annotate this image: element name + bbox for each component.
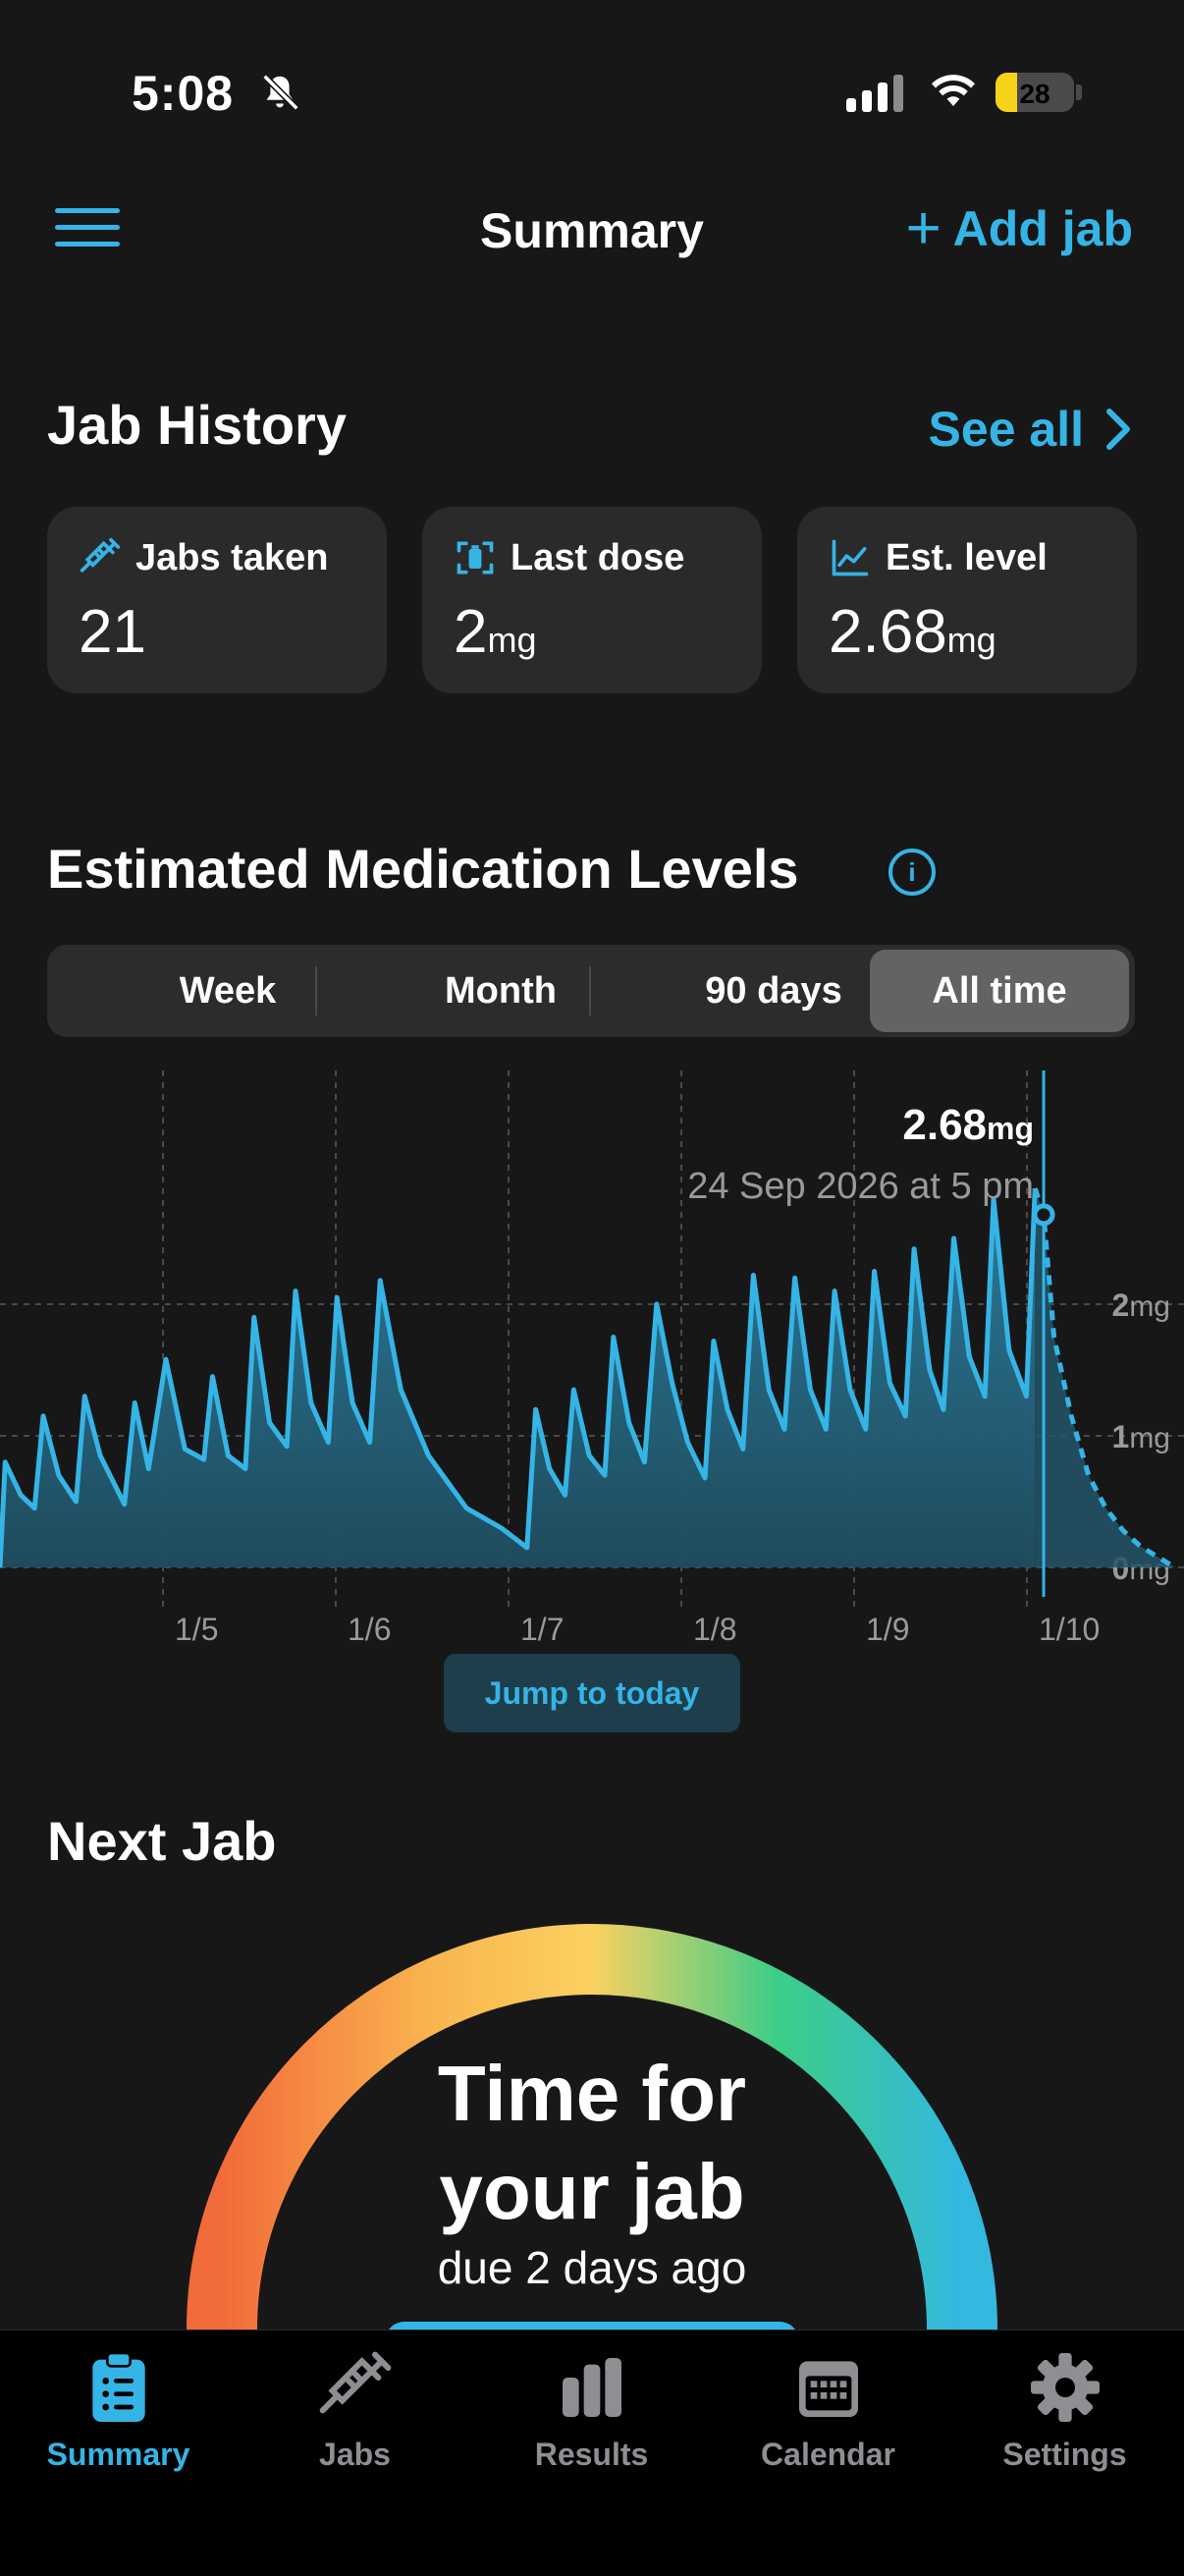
dose-focus-icon (457, 541, 494, 575)
x-tick-label: 1/9 (866, 1612, 909, 1647)
x-tick-label: 1/5 (175, 1612, 218, 1647)
info-icon[interactable]: i (888, 849, 936, 896)
battery-level: 28 (1019, 79, 1050, 109)
card-unit: mg (946, 620, 996, 660)
card-value: 21 (79, 598, 146, 666)
y-tick-label: 1mg (1112, 1419, 1170, 1454)
x-tick-label: 1/6 (348, 1612, 391, 1647)
projected-line (1032, 1187, 1177, 1570)
x-tick-label: 1/10 (1039, 1612, 1100, 1647)
jab-history-heading: Jab History (47, 394, 347, 456)
due-text: due 2 days ago (437, 2242, 747, 2293)
tab-label: Calendar (761, 2437, 895, 2472)
current-marker-dot (1032, 1203, 1055, 1227)
jump-to-today-button[interactable]: Jump to today (444, 1654, 740, 1732)
range-month[interactable]: Month (445, 970, 557, 1012)
card-label: Jabs taken (135, 536, 329, 578)
range-all-time[interactable]: All time (870, 950, 1129, 1032)
tab-label: Jabs (319, 2437, 391, 2472)
card-label: Est. level (886, 536, 1048, 578)
syringe-icon (80, 537, 121, 573)
jabs-taken-card[interactable]: Jabs taken 21 (47, 507, 387, 693)
add-jab-label: Add jab (952, 201, 1133, 256)
card-label: Last dose (511, 536, 685, 578)
level-area (0, 1188, 1036, 1567)
tab-label: Results (534, 2437, 649, 2472)
y-tick-label: 2mg (1112, 1288, 1170, 1323)
bell-slash-icon (262, 74, 299, 111)
next-jab-status: Time for your jab (0, 2045, 1184, 2241)
x-tick-label: 1/7 (520, 1612, 564, 1647)
tooltip-value: 2.68mg (902, 1101, 1034, 1149)
range-week[interactable]: Week (179, 970, 277, 1012)
est-level-card[interactable]: Est. level 2.68mg (797, 507, 1137, 693)
projected-area (1035, 1188, 1175, 1567)
card-value: 2.68 (829, 598, 947, 666)
tooltip-date: 24 Sep 2026 at 5 pm (687, 1166, 1034, 1207)
plus-icon: + (905, 194, 942, 262)
menu-icon[interactable] (55, 208, 120, 251)
clipboard-icon (91, 2351, 145, 2422)
status-line-2: your jab (439, 2148, 745, 2235)
wifi-icon (932, 75, 975, 106)
last-dose-card[interactable]: Last dose 2mg (422, 507, 762, 693)
gear-icon (1030, 2353, 1100, 2422)
battery-icon: 28 (996, 73, 1074, 112)
level-line (0, 1187, 1038, 1568)
battery-nub (1076, 84, 1082, 100)
next-jab-heading: Next Jab (47, 1810, 277, 1872)
range-segmented-control[interactable]: Week Month 90 days All time (47, 945, 1135, 1037)
x-tick-label: 1/8 (693, 1612, 736, 1647)
see-all-label: See all (928, 402, 1084, 457)
page-title: Summary (480, 203, 704, 258)
bar-chart-icon (562, 2358, 621, 2417)
calendar-icon (798, 2361, 858, 2417)
cellular-signal-icon (846, 75, 909, 112)
line-chart-icon (832, 539, 869, 576)
segment-divider (315, 966, 317, 1015)
card-unit: mg (487, 620, 537, 660)
segment-divider (589, 966, 591, 1015)
next-jab-gauge (187, 1924, 997, 2329)
see-all-link[interactable]: See all (929, 401, 1133, 458)
tab-label: Summary (46, 2437, 190, 2472)
card-value: 2 (454, 598, 488, 666)
tab-label: Settings (1002, 2437, 1127, 2472)
levels-heading: Estimated Medication Levels (47, 838, 799, 900)
chevron-right-icon (1106, 409, 1130, 450)
range-90-days[interactable]: 90 days (705, 970, 842, 1012)
add-jab-button[interactable]: + Add jab (905, 194, 1133, 262)
status-line-1: Time for (437, 2050, 747, 2137)
tab-bar: Summary Jabs Results Calendar Settings (0, 2329, 1184, 2576)
syringe-icon (319, 2351, 391, 2414)
status-time: 5:08 (132, 66, 235, 121)
